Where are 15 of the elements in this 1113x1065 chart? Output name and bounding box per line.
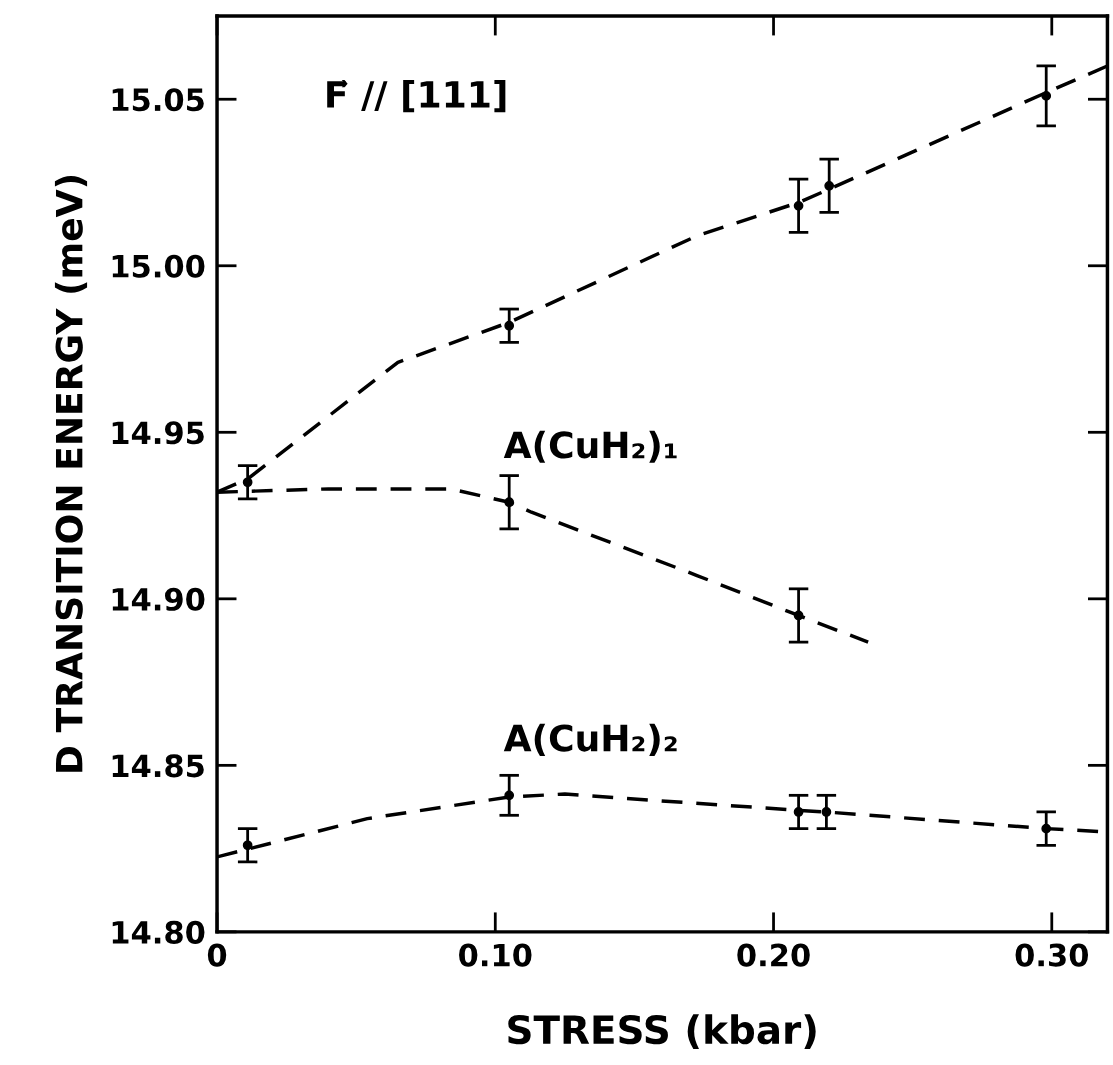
x-axis-title: STRESS (kbar) [508, 1014, 816, 1049]
y-tick-label: 14.90 [112, 587, 205, 611]
y-axis-title: D TRANSITION ENERGY (meV) [54, 175, 88, 772]
x-tick-label: 0.20 [737, 943, 810, 967]
series-label: A(CuH₂)₂ [503, 723, 677, 756]
x-tick-label: 0.10 [459, 943, 532, 967]
y-tick-label: 14.95 [112, 421, 204, 445]
y-tick-label: 15.05 [112, 88, 204, 112]
y-tick-label: 15.00 [112, 254, 205, 278]
x-tick-label: 0.30 [1015, 943, 1089, 967]
x-tick-label: 0 [207, 943, 227, 967]
annotation: F⃗ // [111] [327, 80, 506, 113]
y-tick-label: 14.80 [112, 920, 205, 944]
series-label: A(CuH₂)₁ [503, 430, 677, 463]
y-tick-label: 14.85 [112, 754, 204, 778]
